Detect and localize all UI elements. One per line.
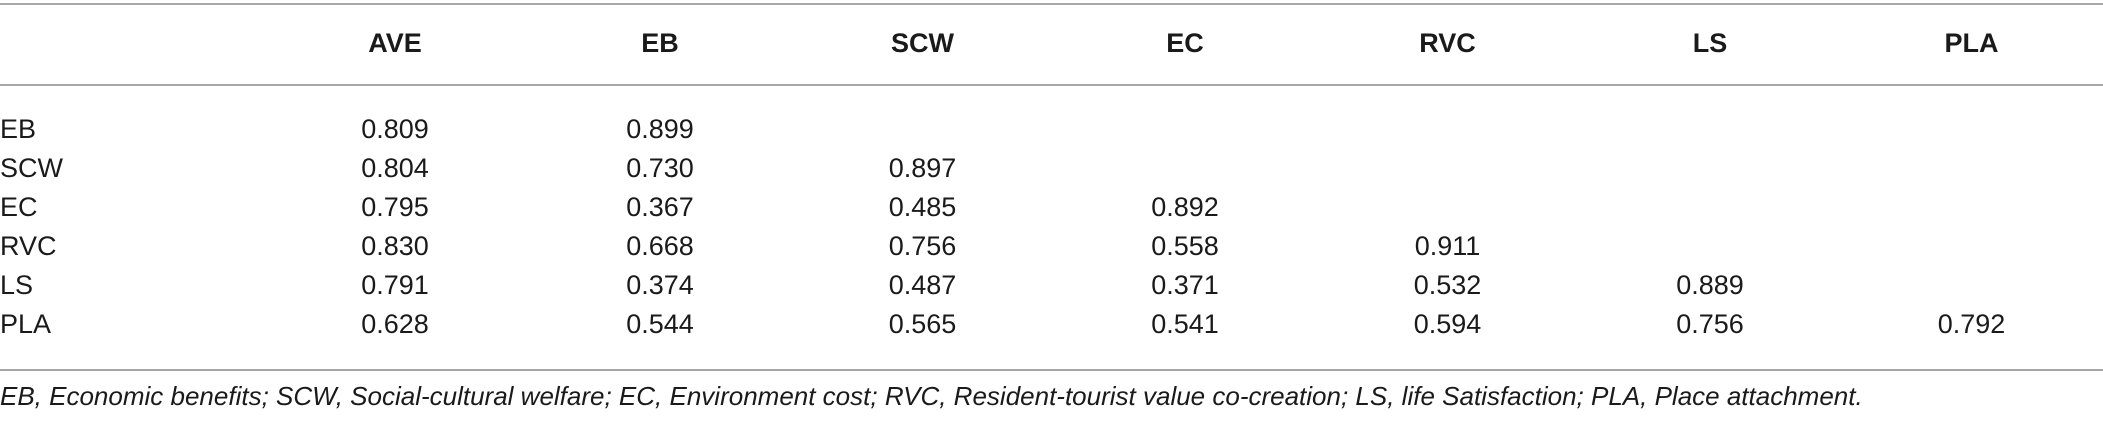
table-cell (1055, 149, 1315, 188)
table-cell: 0.730 (626, 153, 694, 183)
header-cell-ec: EC (1166, 27, 1204, 58)
table-header-rule (0, 84, 2103, 86)
table-cell (1580, 86, 1840, 149)
table-cell: 0.544 (626, 309, 694, 339)
table-row: EC 0.795 0.367 0.485 0.892 (0, 188, 2103, 227)
table-cell: 0.830 (361, 231, 429, 261)
table-row: PLA 0.628 0.544 0.565 0.541 0.594 0.756 … (0, 305, 2103, 344)
table-cell (790, 86, 1055, 149)
table-cell (1840, 188, 2103, 227)
table-row: SCW 0.804 0.730 0.897 (0, 149, 2103, 188)
table-row: RVC 0.830 0.668 0.756 0.558 0.911 (0, 227, 2103, 266)
table-cell: 0.532 (1413, 270, 1482, 300)
table-footnote: EB, Economic benefits; SCW, Social-cultu… (0, 381, 1863, 411)
table-cell (1580, 149, 1840, 188)
header-cell-corner (0, 0, 260, 86)
table-cell: 0.809 (361, 114, 429, 144)
table-bottom-rule (0, 369, 2103, 371)
correlation-table: AVE EB SCW EC RVC LS PLA EB 0.809 0.899 (0, 0, 2103, 344)
table-cell: 0.791 (361, 270, 429, 300)
header-cell-pla: PLA (1944, 27, 1999, 58)
table-cell: 0.889 (1676, 270, 1744, 300)
table-cell (1315, 86, 1580, 149)
table-cell: 0.897 (888, 153, 957, 183)
table-cell: 0.911 (1414, 231, 1481, 261)
table-cell: 0.374 (626, 270, 694, 300)
table-cell: 0.892 (1151, 192, 1219, 222)
header-cell-scw: SCW (891, 27, 954, 58)
table-cell (1840, 266, 2103, 305)
table-cell: 0.371 (1151, 270, 1219, 300)
row-label: EB (0, 114, 37, 144)
table-cell (1840, 149, 2103, 188)
table-cell (1315, 188, 1580, 227)
table-body: EB 0.809 0.899 SCW 0.804 0.730 0.897 (0, 86, 2103, 344)
table-cell: 0.756 (1676, 309, 1744, 339)
table-cell: 0.541 (1151, 309, 1219, 339)
table-top-rule (0, 3, 2103, 5)
table-cell: 0.487 (888, 270, 957, 300)
header-row: AVE EB SCW EC RVC LS PLA (0, 0, 2103, 86)
table-cell (1840, 86, 2103, 149)
table-row: LS 0.791 0.374 0.487 0.371 0.532 0.889 (0, 266, 2103, 305)
table-cell: 0.795 (361, 192, 429, 222)
header-cell-ls: LS (1692, 27, 1728, 58)
table-cell: 0.804 (361, 153, 429, 183)
table-cell (1580, 188, 1840, 227)
table-cell (1840, 227, 2103, 266)
table-cell: 0.756 (888, 231, 957, 261)
row-label: LS (0, 270, 34, 300)
table-cell: 0.367 (626, 192, 694, 222)
row-label: RVC (0, 231, 57, 261)
table-cell: 0.558 (1151, 231, 1219, 261)
header-cell-rvc: RVC (1419, 27, 1476, 58)
table-cell: 0.668 (626, 231, 694, 261)
table-header: AVE EB SCW EC RVC LS PLA (0, 0, 2103, 86)
table-cell: 0.594 (1413, 309, 1482, 339)
table-cell (1580, 227, 1840, 266)
table-cell (1315, 149, 1580, 188)
table-cell: 0.899 (626, 114, 694, 144)
table-cell: 0.485 (888, 192, 957, 222)
table-row: EB 0.809 0.899 (0, 86, 2103, 149)
row-label: EC (0, 192, 38, 222)
table-cell: 0.792 (1937, 309, 2006, 339)
row-label: SCW (0, 153, 63, 183)
table-cell: 0.565 (888, 309, 957, 339)
header-cell-ave: AVE (368, 27, 422, 58)
row-label: PLA (0, 309, 52, 339)
table-cell: 0.628 (361, 309, 429, 339)
header-cell-eb: EB (641, 27, 679, 58)
table-cell (1055, 86, 1315, 149)
